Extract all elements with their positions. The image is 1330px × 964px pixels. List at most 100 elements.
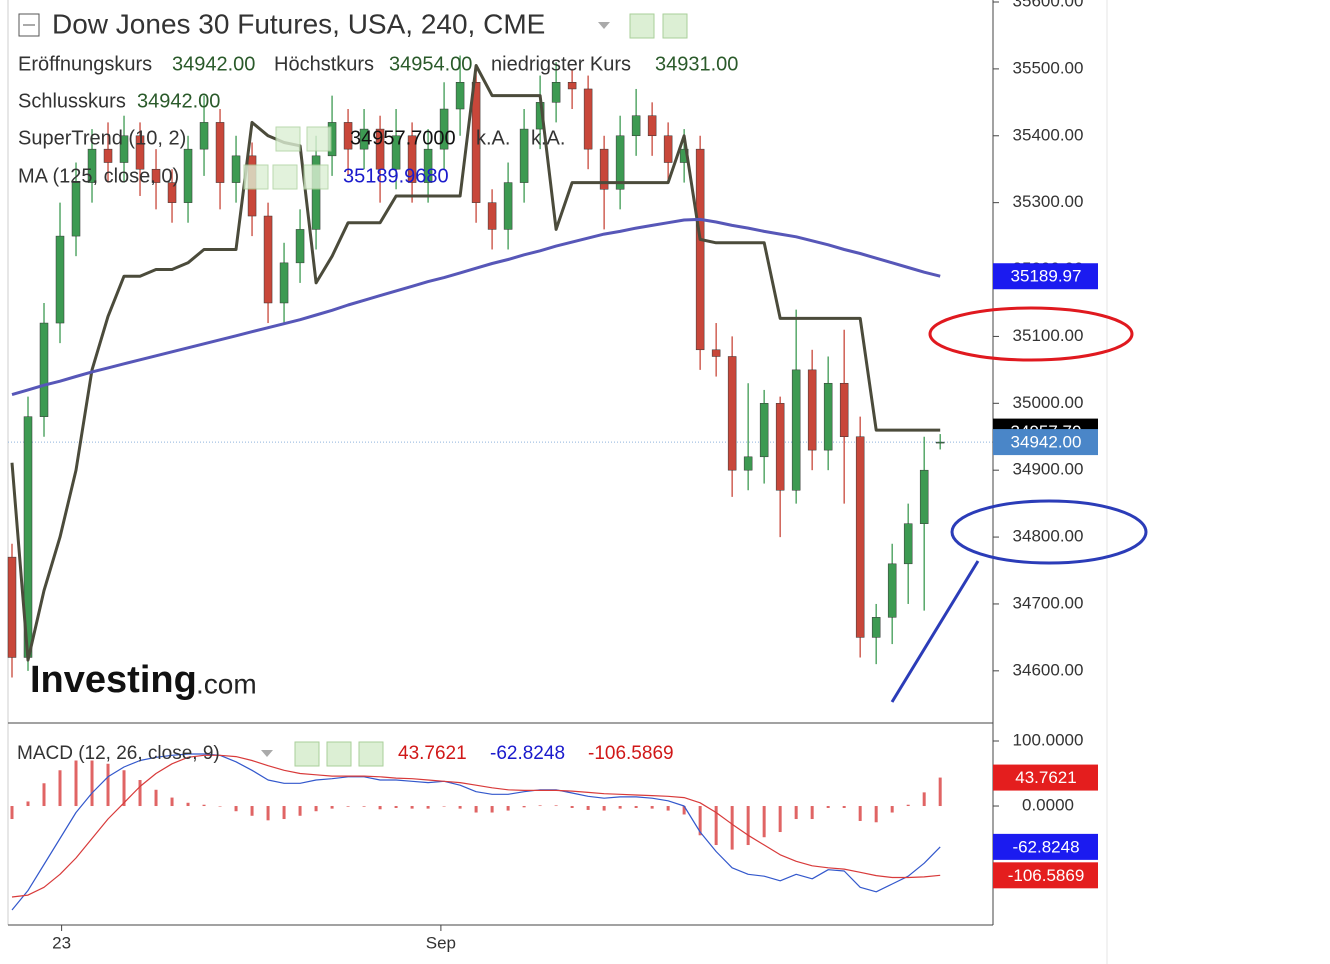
watermark-brand: Investing [30, 659, 197, 701]
histogram-bar [26, 801, 30, 807]
candle-body [407, 135, 417, 183]
histogram-bar [122, 770, 126, 807]
histogram-bar [42, 783, 46, 807]
macd-signal-value: -106.5869 [588, 743, 674, 764]
histogram-bar [442, 806, 446, 807]
histogram-bar [810, 806, 814, 820]
chart-title: Dow Jones 30 Futures, USA, 240, CME [52, 8, 545, 39]
candle-body [727, 356, 737, 471]
histogram-bar [730, 806, 734, 850]
histogram-bar [314, 806, 318, 812]
histogram-bar [426, 806, 430, 809]
series-line [10, 64, 941, 662]
candle-body [855, 436, 865, 638]
settings-icon[interactable] [326, 741, 352, 767]
candle-body [39, 322, 49, 417]
y-tick-label: 35300.00 [1013, 192, 1084, 211]
histogram-bar [250, 806, 254, 816]
visibility-icon[interactable] [275, 126, 301, 152]
ma-value: 35189.9680 [343, 165, 449, 187]
candle-body [263, 215, 273, 304]
visibility-icon[interactable] [294, 741, 320, 767]
histogram-bar [58, 770, 62, 807]
y-tick-label: 34900.00 [1013, 460, 1084, 479]
open-label: Eröffnungskurs [18, 53, 152, 75]
low-value: 34931.00 [655, 53, 738, 75]
watermark-domain: .com [196, 668, 257, 699]
histogram-bar [154, 789, 158, 807]
remove-icon[interactable] [303, 164, 329, 190]
candle-body [631, 115, 641, 137]
histogram-bar [938, 777, 942, 807]
histogram-bar [570, 806, 574, 808]
axis-tag-label: 35189.97 [1011, 267, 1082, 286]
candle-body [807, 369, 817, 451]
plot-area [7, 55, 993, 911]
axis-tag [993, 862, 1098, 889]
candle-body [663, 135, 673, 163]
histogram-bar [538, 805, 542, 807]
candle-body [455, 82, 465, 110]
ma-label: MA (125, close, 0) [18, 165, 179, 187]
histogram-bar [138, 780, 142, 807]
candle-body [231, 155, 241, 183]
histogram-bar [698, 806, 702, 836]
histogram-bar [90, 760, 94, 807]
histogram-bar [666, 806, 670, 811]
macd-dropdown[interactable] [261, 750, 273, 757]
histogram-bar [410, 806, 414, 809]
candle-body [503, 182, 513, 230]
low-label: niedrigster Kurs [491, 53, 631, 75]
histogram-bar [922, 792, 926, 807]
visibility-icon[interactable] [629, 13, 655, 39]
histogram-bar [682, 806, 686, 815]
settings-icon[interactable] [272, 164, 298, 190]
title-dropdown[interactable] [598, 22, 610, 29]
candle-body [135, 135, 145, 170]
histogram-bar [282, 806, 286, 820]
histogram-bar [378, 806, 382, 810]
y-tick-label: 100.0000 [1013, 730, 1084, 749]
series-line [11, 217, 941, 397]
y-tick-label: 35000.00 [1013, 393, 1084, 412]
candle-body [471, 82, 481, 203]
candle-body [519, 128, 529, 183]
candle-body [487, 202, 497, 230]
visibility-icon[interactable] [243, 164, 269, 190]
histogram-bar [170, 797, 174, 807]
candle-body [711, 349, 721, 357]
axis-tag [993, 764, 1098, 791]
axis-tag [993, 263, 1098, 290]
histogram-bar [858, 806, 862, 821]
settings-icon[interactable] [306, 126, 332, 152]
collapse-icon[interactable] [18, 13, 40, 37]
remove-icon[interactable] [358, 741, 384, 767]
settings-icon[interactable] [662, 13, 688, 39]
histogram-bar [106, 763, 110, 807]
axis-tag-label: -106.5869 [1008, 866, 1085, 885]
candle-body [775, 403, 785, 491]
histogram-bar [346, 806, 350, 807]
candle-body [743, 456, 753, 471]
y-tick-label: 0.0000 [1022, 796, 1074, 815]
histogram-bar [74, 760, 78, 807]
open-value: 34942.00 [172, 53, 255, 75]
histogram-bar [714, 806, 718, 846]
candle-body [55, 235, 65, 324]
candle-body [887, 563, 897, 618]
series-line [11, 753, 941, 911]
histogram-bar [874, 806, 878, 823]
candle-body [695, 148, 705, 351]
candle-body [7, 556, 17, 658]
annotation-ellipse [928, 306, 1134, 362]
x-tick-label: Sep [426, 933, 456, 952]
candle-body [311, 155, 321, 230]
histogram-bar [618, 806, 622, 809]
histogram-bar [762, 806, 766, 838]
histogram-bar [186, 802, 190, 807]
candle-body [439, 108, 449, 150]
candle-body [903, 523, 913, 565]
candle-body [839, 382, 849, 437]
histogram-bar [890, 806, 894, 813]
candle-body [615, 135, 625, 190]
